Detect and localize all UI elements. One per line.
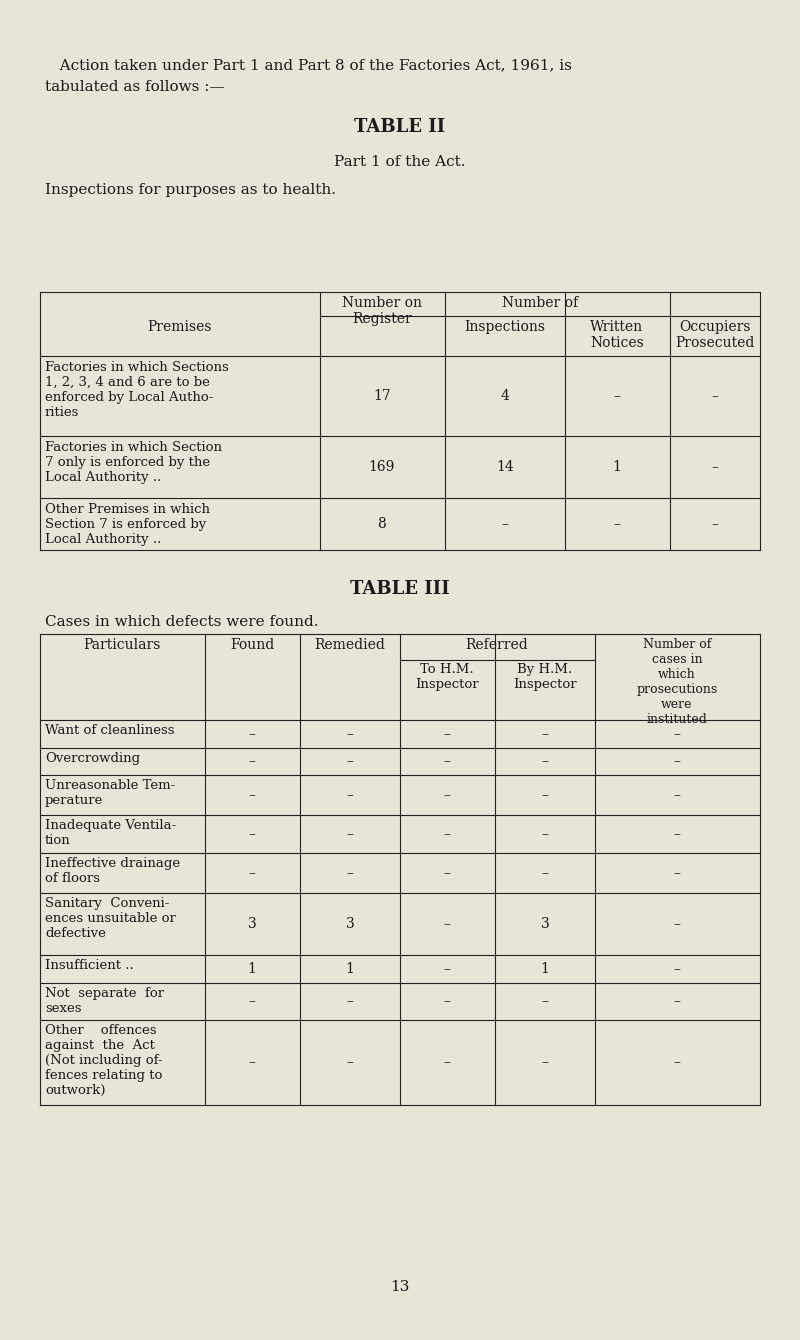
Text: 3: 3: [248, 917, 256, 931]
Text: 169: 169: [369, 460, 395, 474]
Text: 17: 17: [373, 389, 391, 403]
Text: Other    offences
against  the  Act
(Not including of-
fences relating to
outwor: Other offences against the Act (Not incl…: [45, 1024, 162, 1097]
Text: –: –: [346, 754, 354, 769]
Text: –: –: [249, 728, 255, 741]
Text: –: –: [711, 389, 718, 403]
Text: –: –: [614, 389, 621, 403]
Text: Action taken under Part 1 and Part 8 of the Factories Act, 1961, is: Action taken under Part 1 and Part 8 of …: [45, 58, 572, 72]
Text: Occupiers
Prosecuted: Occupiers Prosecuted: [675, 320, 754, 350]
Text: –: –: [674, 994, 681, 1009]
Text: Written
Notices: Written Notices: [590, 320, 644, 350]
Text: –: –: [711, 460, 718, 474]
Text: Other Premises in which
Section 7 is enforced by
Local Authority ..: Other Premises in which Section 7 is enf…: [45, 502, 210, 545]
Text: To H.M.
Inspector: To H.M. Inspector: [415, 663, 479, 691]
Text: –: –: [542, 1056, 549, 1069]
Text: Sanitary  Conveni-
ences unsuitable or
defective: Sanitary Conveni- ences unsuitable or de…: [45, 896, 176, 939]
Text: tabulated as follows :—: tabulated as follows :—: [45, 80, 225, 94]
Text: –: –: [443, 728, 450, 741]
Text: –: –: [542, 866, 549, 880]
Text: Premises: Premises: [148, 320, 212, 334]
Text: Inspections for purposes as to health.: Inspections for purposes as to health.: [45, 184, 336, 197]
Text: –: –: [443, 994, 450, 1009]
Text: Overcrowding: Overcrowding: [45, 752, 140, 765]
Text: –: –: [443, 1056, 450, 1069]
Text: –: –: [443, 866, 450, 880]
Text: –: –: [502, 517, 509, 531]
Text: –: –: [249, 994, 255, 1009]
Text: –: –: [674, 788, 681, 803]
Text: –: –: [674, 754, 681, 769]
Text: –: –: [674, 962, 681, 976]
Text: Want of cleanliness: Want of cleanliness: [45, 724, 174, 737]
Text: –: –: [249, 788, 255, 803]
Text: –: –: [674, 1056, 681, 1069]
Text: TABLE II: TABLE II: [354, 118, 446, 135]
Text: Found: Found: [230, 638, 274, 653]
Text: –: –: [542, 994, 549, 1009]
Text: 1: 1: [247, 962, 257, 976]
Text: Factories in which Sections
1, 2, 3, 4 and 6 are to be
enforced by Local Autho-
: Factories in which Sections 1, 2, 3, 4 a…: [45, 360, 229, 419]
Text: 4: 4: [501, 389, 510, 403]
Text: –: –: [346, 994, 354, 1009]
Text: Cases in which defects were found.: Cases in which defects were found.: [45, 615, 318, 628]
Text: –: –: [443, 962, 450, 976]
Text: Particulars: Particulars: [83, 638, 161, 653]
Text: –: –: [443, 754, 450, 769]
Text: –: –: [542, 754, 549, 769]
Text: Factories in which Section
7 only is enforced by the
Local Authority ..: Factories in which Section 7 only is enf…: [45, 441, 222, 484]
Text: By H.M.
Inspector: By H.M. Inspector: [513, 663, 577, 691]
Text: –: –: [542, 827, 549, 842]
Text: Unreasonable Tem-
perature: Unreasonable Tem- perature: [45, 779, 175, 807]
Text: TABLE III: TABLE III: [350, 580, 450, 598]
Text: 1: 1: [541, 962, 550, 976]
Text: Number of
cases in
which
prosecutions
were
instituted: Number of cases in which prosecutions we…: [636, 638, 718, 726]
Text: –: –: [711, 517, 718, 531]
Text: –: –: [346, 788, 354, 803]
Text: 1: 1: [346, 962, 354, 976]
Text: Referred: Referred: [466, 638, 528, 653]
Text: 8: 8: [378, 517, 386, 531]
Text: 1: 1: [613, 460, 622, 474]
Text: –: –: [674, 728, 681, 741]
Text: –: –: [346, 866, 354, 880]
Text: –: –: [249, 866, 255, 880]
Text: –: –: [249, 827, 255, 842]
Text: 13: 13: [390, 1280, 410, 1294]
Text: Part 1 of the Act.: Part 1 of the Act.: [334, 155, 466, 169]
Text: Number of: Number of: [502, 296, 578, 310]
Text: Insufficient ..: Insufficient ..: [45, 959, 134, 972]
Text: –: –: [443, 827, 450, 842]
Text: –: –: [674, 866, 681, 880]
Text: Remedied: Remedied: [314, 638, 386, 653]
Text: –: –: [443, 788, 450, 803]
Text: 14: 14: [496, 460, 514, 474]
Text: –: –: [542, 728, 549, 741]
Text: –: –: [249, 754, 255, 769]
Text: Inspections: Inspections: [465, 320, 546, 334]
Text: 3: 3: [346, 917, 354, 931]
Text: –: –: [346, 728, 354, 741]
Text: Not  separate  for
sexes: Not separate for sexes: [45, 988, 164, 1014]
Text: –: –: [346, 827, 354, 842]
Text: Number on
Register: Number on Register: [342, 296, 422, 326]
Text: 3: 3: [541, 917, 550, 931]
Text: –: –: [674, 917, 681, 931]
Text: Inadequate Ventila-
tion: Inadequate Ventila- tion: [45, 819, 176, 847]
Text: –: –: [614, 517, 621, 531]
Text: –: –: [542, 788, 549, 803]
Text: –: –: [674, 827, 681, 842]
Text: –: –: [249, 1056, 255, 1069]
Text: Ineffective drainage
of floors: Ineffective drainage of floors: [45, 858, 180, 884]
Text: –: –: [346, 1056, 354, 1069]
Text: –: –: [443, 917, 450, 931]
